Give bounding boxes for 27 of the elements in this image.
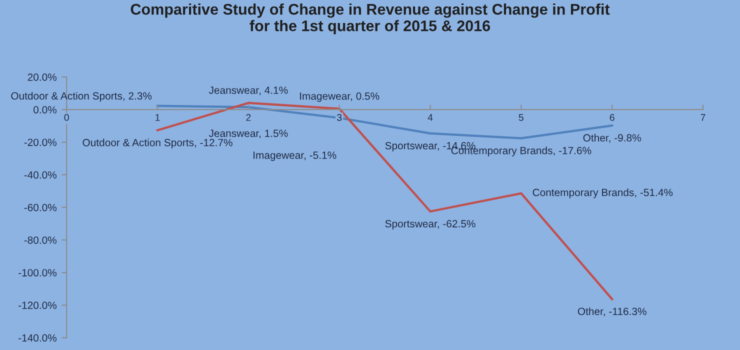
x-tick-label: 2	[246, 114, 251, 121]
y-tick-label: -60.0%	[24, 204, 57, 212]
data-label: Imagewear, 0.5%	[300, 92, 380, 102]
y-tick-label: 0.0%	[34, 106, 57, 114]
data-label: Outdoor & Action Sports, -12.7%	[82, 138, 232, 148]
x-tick-label: 1	[156, 114, 160, 121]
y-tick-label: -40.0%	[24, 171, 57, 179]
data-label: Sportswear, -62.5%	[385, 220, 476, 230]
y-tick-label: -100.0%	[18, 269, 57, 276]
data-label: Other, -116.3%	[578, 307, 646, 316]
data-label: Imagewear, -5.1%	[254, 152, 336, 161]
data-label: Jeanswear, 4.1%	[208, 86, 288, 96]
data-label: Contemporary Brands, -51.4%	[532, 188, 673, 198]
chart-title: Comparitive Study of Change in Revenue against Change in Profit for the 1st quarter of 2015 & 2016	[130, 4, 610, 34]
data-label: Outdoor & Action Sports, 2.3%	[11, 92, 152, 102]
x-tick-label: 6	[610, 114, 614, 121]
y-tick-label: -120.0%	[18, 302, 57, 310]
y-tick-label: 20.0%	[28, 74, 57, 81]
y-tick-label: -140.0%	[18, 334, 57, 342]
x-tick-label: 5	[518, 114, 524, 121]
y-tick-label: -20.0%	[24, 138, 57, 146]
data-label: Other, -9.8%	[583, 134, 641, 143]
x-tick-label: 0	[64, 114, 69, 121]
data-label: Jeanswear, 1.5%	[208, 130, 288, 138]
y-tick-label: -80.0%	[24, 236, 57, 244]
x-tick-label: 4	[428, 114, 433, 121]
x-tick-label: 7	[700, 114, 706, 121]
